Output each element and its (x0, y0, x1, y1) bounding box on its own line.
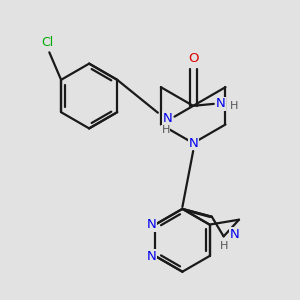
Text: H: H (230, 101, 238, 111)
Text: N: N (146, 250, 156, 262)
Text: N: N (163, 112, 172, 125)
Text: O: O (188, 52, 198, 65)
Text: H: H (220, 241, 229, 251)
Text: H: H (161, 125, 170, 135)
Text: N: N (216, 98, 226, 110)
Text: Cl: Cl (41, 36, 53, 49)
Text: N: N (188, 136, 198, 150)
Text: N: N (229, 228, 239, 241)
Text: N: N (146, 218, 156, 231)
